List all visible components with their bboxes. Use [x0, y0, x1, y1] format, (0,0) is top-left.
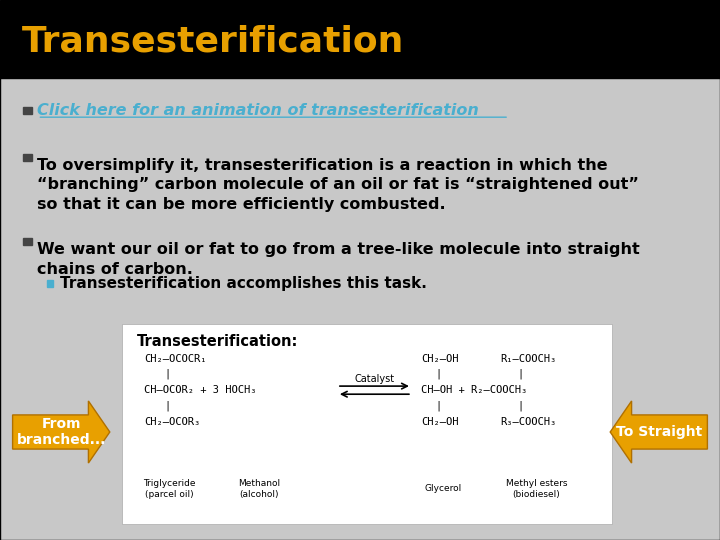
Text: Methyl esters
(biodiesel): Methyl esters (biodiesel)	[505, 478, 567, 499]
Text: |: |	[436, 368, 442, 379]
Text: |: |	[436, 401, 442, 411]
Text: Glycerol: Glycerol	[424, 484, 462, 493]
Text: R₃—COOCH₃: R₃—COOCH₃	[500, 417, 557, 427]
Text: CH₂—OH: CH₂—OH	[421, 417, 459, 427]
Text: CH₂—OCOR₃: CH₂—OCOR₃	[144, 417, 200, 427]
Text: Transesterification:: Transesterification:	[137, 334, 298, 349]
Text: CH—OCOR₂ + 3 HOCH₃: CH—OCOR₂ + 3 HOCH₃	[144, 385, 256, 395]
Text: From
branched...: From branched...	[17, 417, 106, 447]
Text: Triglyceride
(parcel oil): Triglyceride (parcel oil)	[143, 478, 195, 499]
Text: CH—OH + R₂—COOCH₃: CH—OH + R₂—COOCH₃	[421, 385, 528, 395]
Text: Methanol
(alcohol): Methanol (alcohol)	[238, 478, 280, 499]
Text: We want our oil or fat to go from a tree-like molecule into straight
chains of c: We want our oil or fat to go from a tree…	[37, 242, 640, 276]
Text: |: |	[164, 368, 171, 379]
Text: Transesterification: Transesterification	[22, 24, 404, 58]
Text: To Straight: To Straight	[616, 425, 702, 439]
Text: R₁—COOCH₃: R₁—COOCH₃	[500, 354, 557, 364]
Text: CH₂—OH: CH₂—OH	[421, 354, 459, 364]
Text: CH₂—OCOCR₁: CH₂—OCOCR₁	[144, 354, 207, 364]
FancyBboxPatch shape	[0, 0, 720, 78]
FancyBboxPatch shape	[23, 107, 32, 114]
Text: Catalyst: Catalyst	[354, 374, 395, 384]
Text: |: |	[517, 401, 523, 411]
Text: Click here for an animation of transesterification: Click here for an animation of transeste…	[37, 103, 480, 118]
FancyBboxPatch shape	[122, 324, 612, 524]
Text: To oversimplify it, transesterification is a reaction in which the
“branching” c: To oversimplify it, transesterification …	[37, 158, 639, 212]
Text: |: |	[517, 368, 523, 379]
Polygon shape	[13, 401, 110, 463]
FancyBboxPatch shape	[23, 238, 32, 245]
FancyBboxPatch shape	[23, 154, 32, 161]
Text: |: |	[164, 401, 171, 411]
FancyBboxPatch shape	[0, 78, 720, 540]
Text: Transesterification accomplishes this task.: Transesterification accomplishes this ta…	[60, 276, 427, 291]
FancyBboxPatch shape	[47, 280, 53, 287]
Polygon shape	[611, 401, 707, 463]
